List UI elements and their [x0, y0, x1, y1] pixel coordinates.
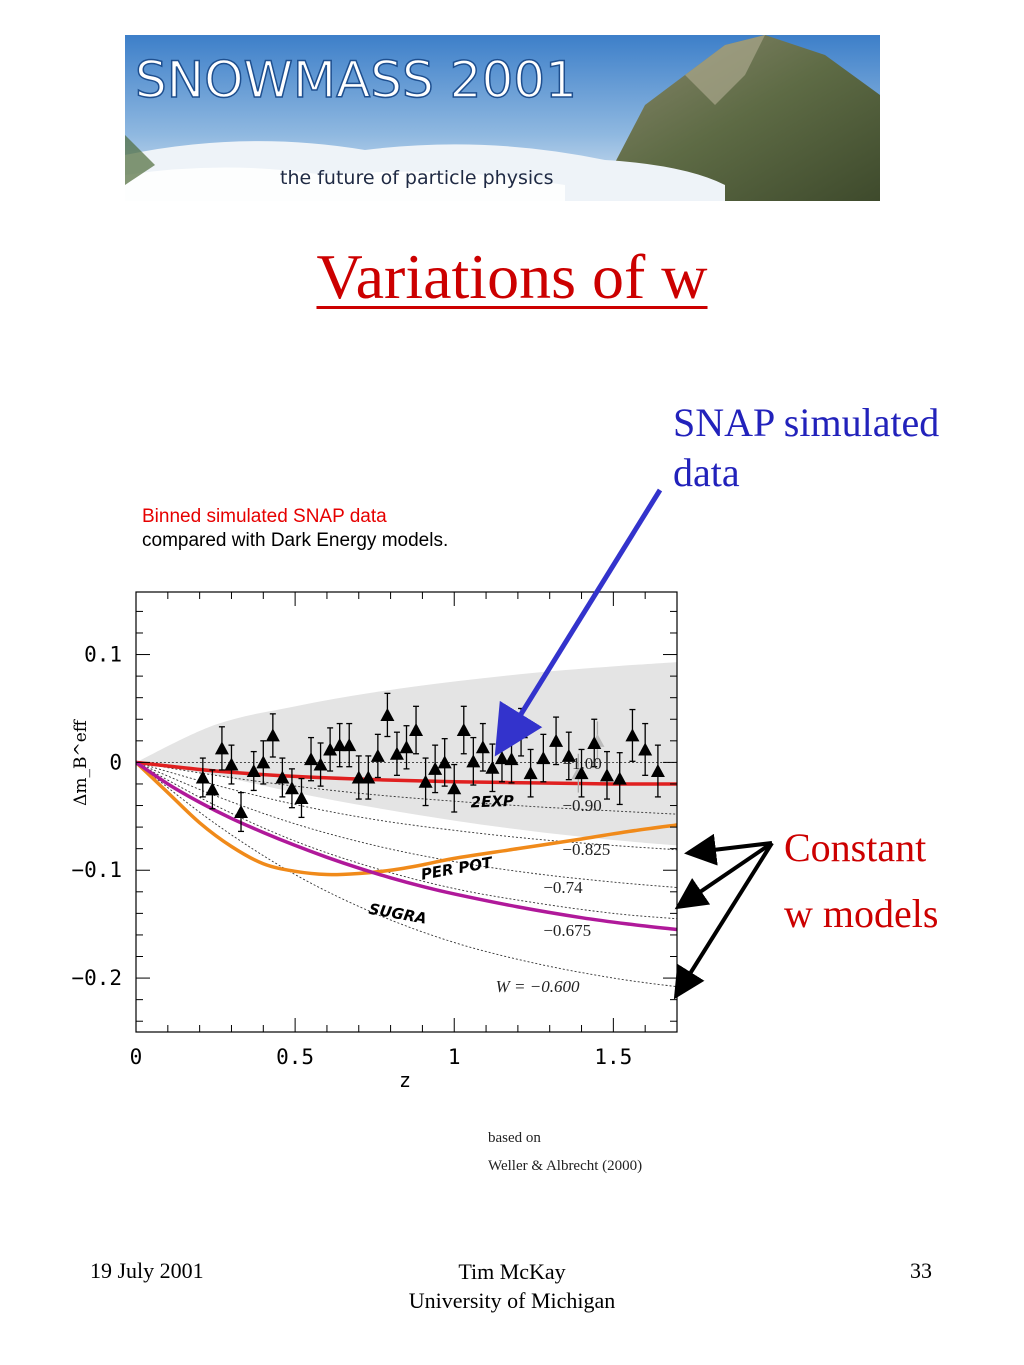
constant-w-label: −0.90: [562, 796, 601, 815]
x-tick-label: 0.5: [276, 1045, 314, 1069]
y-tick-label: 0.1: [84, 643, 122, 667]
y-tick-label: 0: [109, 750, 122, 774]
data-point: [351, 770, 366, 784]
data-point: [224, 757, 239, 771]
footer-date: 19 July 2001: [90, 1258, 204, 1283]
y-tick-label: −0.1: [71, 858, 122, 882]
snowmass-banner: SNOWMASS 2001 the future of particle phy…: [125, 35, 880, 201]
constant-w-line-4: [136, 761, 677, 920]
data-point: [437, 755, 452, 769]
x-tick-label: 1: [448, 1045, 461, 1069]
constant-w-callout: Constant w models: [784, 815, 938, 947]
slide-title-text: Variations of w: [316, 241, 708, 312]
data-point: [428, 761, 443, 775]
footer-institution: University of Michigan: [408, 1287, 616, 1313]
data-point: [625, 728, 640, 742]
data-point: [332, 738, 347, 752]
data-point: [485, 760, 500, 774]
data-point: [361, 770, 376, 784]
data-point: [313, 757, 328, 771]
y-tick-label: −0.2: [71, 966, 122, 990]
data-point: [214, 741, 229, 755]
plot-frame: [135, 591, 678, 1033]
constant-callout-line2: w models: [784, 891, 939, 936]
banner-title: SNOWMASS 2001: [135, 51, 577, 109]
data-point: [494, 751, 509, 765]
data-point: [304, 752, 319, 766]
data-point: [323, 742, 338, 756]
data-point: [475, 740, 490, 754]
constant-arrow-2: [674, 841, 774, 910]
data-point: [587, 735, 602, 749]
data-point: [205, 782, 220, 796]
x-axis-label: z: [399, 1068, 411, 1092]
reference-line2: Weller & Albrecht (2000): [488, 1158, 643, 1174]
data-point: [399, 740, 414, 754]
constant-w-label: −0.74: [543, 878, 583, 897]
data-point: [294, 790, 309, 804]
constant-arrow-1: [684, 833, 773, 866]
constant-callout-line1: Constant: [784, 825, 927, 870]
constant-w-label: −0.825: [562, 840, 610, 859]
caption-line1: Binned simulated SNAP data: [142, 506, 387, 527]
data-point: [234, 805, 249, 818]
slide-title: Variations of w: [0, 240, 1024, 314]
data-point: [549, 733, 564, 747]
data-point: [195, 770, 210, 784]
data-point: [275, 770, 290, 784]
constant-arrow-3: [673, 841, 774, 1000]
y-axis-label: Δm_B^eff: [71, 718, 91, 806]
model-label-2exp: 2EXP: [470, 792, 514, 811]
data-point: [370, 748, 385, 762]
model-line-sugra: [136, 760, 677, 932]
constant-w-label: −0.675: [543, 921, 591, 940]
data-point: [342, 738, 357, 752]
data-point: [447, 781, 462, 795]
constant-w-line-2: [136, 761, 677, 851]
model-line-per-pot: [136, 761, 677, 877]
data-point: [418, 774, 433, 788]
data-point: [536, 751, 551, 765]
data-point: [561, 748, 576, 762]
data-point: [409, 723, 424, 737]
constant-w-label: W = −0.600: [496, 977, 580, 996]
caption-line2: compared with Dark Energy models.: [142, 530, 449, 551]
data-point: [380, 707, 395, 721]
footer-author-block: Tim McKay University of Michigan: [0, 1258, 1024, 1315]
data-point: [574, 766, 589, 780]
x-tick-label: 1.5: [594, 1045, 632, 1069]
data-point: [284, 781, 299, 795]
data-point: [389, 746, 404, 760]
data-point: [456, 723, 471, 737]
snap-callout-line2: data: [673, 450, 740, 495]
data-point: [612, 771, 627, 785]
snap-data-arrow: [494, 488, 663, 757]
data-point: [650, 764, 665, 778]
x-tick-label: 0: [130, 1045, 143, 1069]
constant-w-label: −1.00: [562, 754, 601, 773]
page-number: 33: [910, 1258, 932, 1283]
snap-callout-line1: SNAP simulated: [673, 400, 940, 445]
reference-line1: based on: [488, 1130, 541, 1146]
model-label-sugra: SUGRA: [367, 900, 428, 928]
data-point: [504, 752, 519, 766]
data-point: [523, 766, 538, 780]
data-point: [599, 768, 614, 782]
banner-image: SNOWMASS 2001 the future of particle phy…: [125, 35, 880, 201]
data-point: [638, 742, 653, 756]
snap-callout: SNAP simulated data: [673, 398, 939, 498]
data-point: [466, 754, 481, 768]
data-point: [256, 755, 271, 769]
footer-author: Tim McKay: [458, 1259, 566, 1284]
model-line-2exp: [136, 760, 677, 786]
data-point: [246, 764, 261, 778]
banner-tagline: the future of particle physics: [280, 167, 554, 189]
constant-w-line-1: [136, 761, 677, 815]
data-point: [265, 728, 280, 742]
constant-w-line-5: [136, 762, 677, 988]
constant-w-line-3: [136, 761, 677, 888]
